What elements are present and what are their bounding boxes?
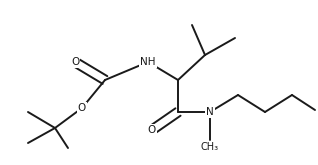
- Text: CH₃: CH₃: [201, 142, 219, 152]
- Text: N: N: [206, 107, 214, 117]
- Text: O: O: [78, 103, 86, 113]
- Text: NH: NH: [140, 57, 156, 67]
- Text: O: O: [148, 125, 156, 135]
- Text: O: O: [71, 57, 79, 67]
